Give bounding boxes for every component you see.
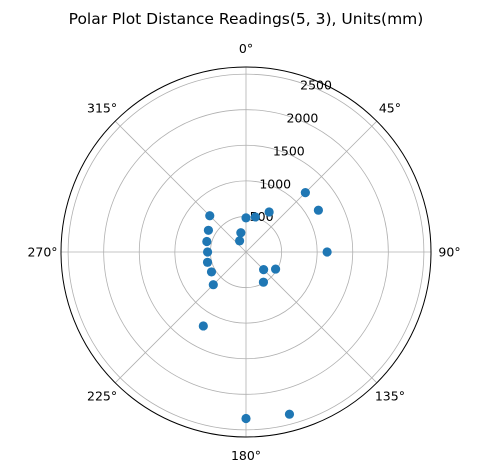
theta-tick-label-225: 225°: [87, 388, 117, 403]
tick-labels: 0°45°90°135°180°225°270°315°500100015002…: [27, 41, 460, 463]
angular-grid-line-225: [114, 251, 247, 384]
data-point: [236, 228, 246, 238]
data-point: [202, 257, 213, 267]
theta-tick-label-90: 90°: [438, 245, 460, 260]
theta-tick-label-45: 45°: [379, 101, 401, 116]
angular-grid-line-45: [245, 120, 378, 253]
radial-tick-label-2000: 2000: [287, 111, 319, 126]
data-point: [202, 247, 213, 257]
data-point: [270, 264, 281, 274]
data-point: [322, 247, 332, 257]
data-point: [258, 277, 269, 287]
radial-tick-label-2500: 2500: [300, 78, 332, 93]
data-point: [206, 267, 217, 277]
data-point: [235, 236, 245, 246]
data-point: [241, 413, 251, 424]
data-point: [208, 280, 218, 290]
chart-title: Polar Plot Distance Readings(5, 3), Unit…: [69, 10, 424, 28]
polar-grid: [60, 66, 432, 438]
data-point: [202, 236, 212, 247]
angular-grid-line-135: [245, 251, 378, 384]
data-point: [241, 213, 251, 223]
data-points: [198, 188, 332, 424]
angular-grid-line-315: [114, 120, 247, 253]
theta-tick-label-135: 135°: [375, 388, 405, 403]
data-point: [313, 205, 323, 215]
data-point: [205, 211, 215, 221]
data-point: [259, 265, 269, 275]
data-point: [250, 212, 260, 222]
theta-tick-label-315: 315°: [87, 101, 117, 116]
theta-tick-label-270: 270°: [27, 245, 57, 260]
radial-tick-label-1500: 1500: [273, 143, 305, 158]
data-point: [203, 225, 214, 235]
data-point: [264, 207, 274, 217]
theta-tick-label-0: 0°: [239, 41, 253, 56]
data-point: [198, 321, 208, 331]
data-point: [300, 188, 310, 198]
theta-tick-label-180: 180°: [231, 448, 261, 463]
data-point: [284, 409, 295, 419]
radial-tick-label-1000: 1000: [259, 176, 291, 191]
polar-spine: [60, 66, 432, 438]
